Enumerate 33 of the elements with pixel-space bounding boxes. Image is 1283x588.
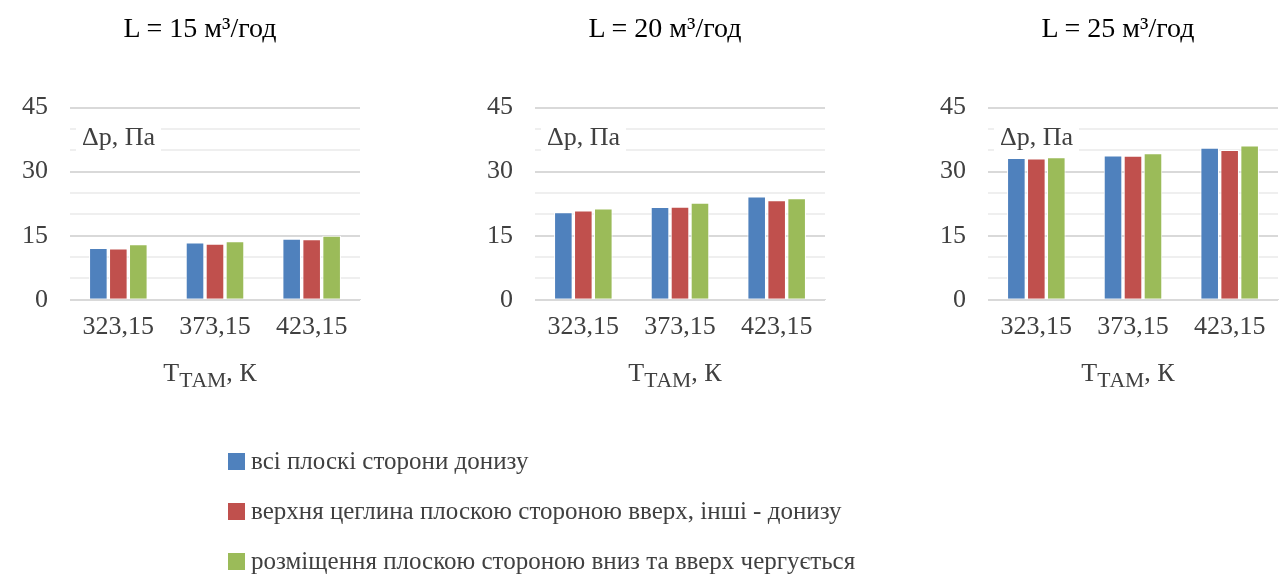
chart-title: L = 20 м³/год [587, 12, 743, 44]
chart-title: L = 25 м³/год [1040, 12, 1196, 44]
y-tick-label: 45 [22, 91, 48, 121]
x-tick-label: 373,15 [644, 311, 716, 341]
x-tick-label: 323,15 [1000, 311, 1073, 341]
legend-label: всі плоскі сторони донизу [251, 447, 529, 475]
legend-label: розміщення плоскою стороною вниз та вверх чергується [251, 547, 856, 575]
legend-label: верхня цеглина плоскою стороною вверх, інші - донизу [251, 497, 842, 525]
y-tick-label: 30 [487, 155, 513, 185]
y-tick-label: 45 [487, 91, 513, 121]
y-axis-title: Δp, Па [1000, 122, 1074, 152]
x-tick-label: 373,15 [1097, 311, 1169, 341]
y-tick-label: 15 [940, 219, 966, 249]
y-tick-label: 0 [35, 283, 48, 313]
x-tick-label: 323,15 [547, 311, 620, 341]
x-tick-label: 423,15 [740, 311, 813, 341]
y-tick-label: 0 [500, 283, 513, 313]
y-axis-title: Δp, Па [547, 122, 621, 152]
y-tick-label: 30 [22, 155, 48, 185]
y-tick-label: 30 [940, 155, 966, 185]
y-tick-label: 45 [940, 91, 966, 121]
x-tick-label: 373,15 [179, 311, 251, 341]
x-tick-label: 423,15 [1193, 311, 1266, 341]
chart-title: L = 15 м³/год [122, 12, 278, 44]
y-tick-label: 15 [487, 219, 513, 249]
x-axis-title: T$_{ТАМ}$, К [162, 358, 258, 394]
x-tick-label: 323,15 [82, 311, 155, 341]
y-axis-title: Δp, Па [82, 122, 156, 152]
y-tick-label: 15 [22, 219, 48, 249]
x-axis-title: T$_{ТАМ}$, К [627, 358, 723, 394]
y-tick-label: 0 [953, 283, 966, 313]
x-axis-title: T$_{ТАМ}$, К [1080, 358, 1176, 394]
x-tick-label: 423,15 [275, 311, 348, 341]
